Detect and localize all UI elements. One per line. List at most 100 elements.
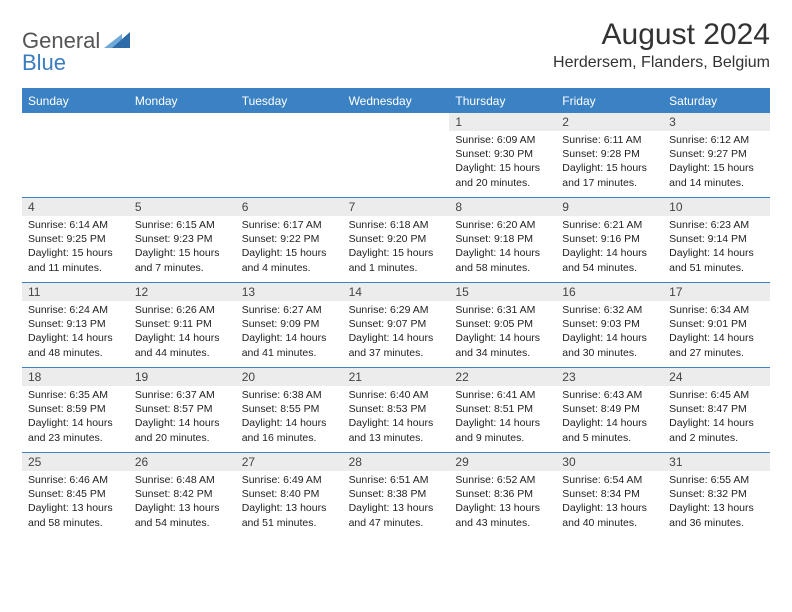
day-info: Sunrise: 6:55 AMSunset: 8:32 PMDaylight:… bbox=[663, 473, 770, 530]
day-number: 22 bbox=[449, 368, 556, 386]
weekday-header: Saturday bbox=[663, 90, 770, 112]
day-info: Sunrise: 6:18 AMSunset: 9:20 PMDaylight:… bbox=[343, 218, 450, 275]
day-number: 3 bbox=[663, 113, 770, 131]
day-cell: 18 Sunrise: 6:35 AMSunset: 8:59 PMDayligh… bbox=[22, 368, 129, 452]
day-info: Sunrise: 6:40 AMSunset: 8:53 PMDaylight:… bbox=[343, 388, 450, 445]
day-cell: 30 Sunrise: 6:54 AMSunset: 8:34 PMDayligh… bbox=[556, 453, 663, 537]
day-cell: 8 Sunrise: 6:20 AMSunset: 9:18 PMDaylight… bbox=[449, 198, 556, 282]
day-number: 27 bbox=[236, 453, 343, 471]
day-cell: 23 Sunrise: 6:43 AMSunset: 8:49 PMDayligh… bbox=[556, 368, 663, 452]
day-number: 26 bbox=[129, 453, 236, 471]
day-info: Sunrise: 6:15 AMSunset: 9:23 PMDaylight:… bbox=[129, 218, 236, 275]
day-number: 20 bbox=[236, 368, 343, 386]
logo: General Blue bbox=[22, 18, 132, 74]
day-number: 18 bbox=[22, 368, 129, 386]
weekday-header-row: SundayMondayTuesdayWednesdayThursdayFrid… bbox=[22, 90, 770, 112]
day-cell: 5 Sunrise: 6:15 AMSunset: 9:23 PMDaylight… bbox=[129, 198, 236, 282]
day-info: Sunrise: 6:41 AMSunset: 8:51 PMDaylight:… bbox=[449, 388, 556, 445]
weeks-container: ....1Sunrise: 6:09 AMSunset: 9:30 PMDayl… bbox=[22, 112, 770, 537]
day-info: Sunrise: 6:12 AMSunset: 9:27 PMDaylight:… bbox=[663, 133, 770, 190]
day-info: Sunrise: 6:48 AMSunset: 8:42 PMDaylight:… bbox=[129, 473, 236, 530]
day-number: 16 bbox=[556, 283, 663, 301]
day-info: Sunrise: 6:34 AMSunset: 9:01 PMDaylight:… bbox=[663, 303, 770, 360]
weekday-header: Monday bbox=[129, 90, 236, 112]
day-info: Sunrise: 6:20 AMSunset: 9:18 PMDaylight:… bbox=[449, 218, 556, 275]
day-cell: 17 Sunrise: 6:34 AMSunset: 9:01 PMDayligh… bbox=[663, 283, 770, 367]
day-info: Sunrise: 6:38 AMSunset: 8:55 PMDaylight:… bbox=[236, 388, 343, 445]
day-info: Sunrise: 6:27 AMSunset: 9:09 PMDaylight:… bbox=[236, 303, 343, 360]
day-number: 9 bbox=[556, 198, 663, 216]
day-cell: 6 Sunrise: 6:17 AMSunset: 9:22 PMDaylight… bbox=[236, 198, 343, 282]
day-info: Sunrise: 6:23 AMSunset: 9:14 PMDaylight:… bbox=[663, 218, 770, 275]
day-info: Sunrise: 6:21 AMSunset: 9:16 PMDaylight:… bbox=[556, 218, 663, 275]
day-number: 5 bbox=[129, 198, 236, 216]
day-info: Sunrise: 6:43 AMSunset: 8:49 PMDaylight:… bbox=[556, 388, 663, 445]
week-row: 18 Sunrise: 6:35 AMSunset: 8:59 PMDayligh… bbox=[22, 367, 770, 452]
day-number: 17 bbox=[663, 283, 770, 301]
day-info: Sunrise: 6:54 AMSunset: 8:34 PMDaylight:… bbox=[556, 473, 663, 530]
day-number: 11 bbox=[22, 283, 129, 301]
weekday-header: Friday bbox=[556, 90, 663, 112]
day-cell: 19Sunrise: 6:37 AMSunset: 8:57 PMDayligh… bbox=[129, 368, 236, 452]
location: Herdersem, Flanders, Belgium bbox=[553, 54, 770, 72]
day-cell: 26 Sunrise: 6:48 AMSunset: 8:42 PMDayligh… bbox=[129, 453, 236, 537]
weekday-header: Sunday bbox=[22, 90, 129, 112]
day-number: 15 bbox=[449, 283, 556, 301]
day-cell: 24 Sunrise: 6:45 AMSunset: 8:47 PMDayligh… bbox=[663, 368, 770, 452]
day-cell: 7 Sunrise: 6:18 AMSunset: 9:20 PMDaylight… bbox=[343, 198, 450, 282]
day-cell: 9 Sunrise: 6:21 AMSunset: 9:16 PMDaylight… bbox=[556, 198, 663, 282]
day-info: Sunrise: 6:11 AMSunset: 9:28 PMDaylight:… bbox=[556, 133, 663, 190]
day-number: 10 bbox=[663, 198, 770, 216]
day-cell: 15 Sunrise: 6:31 AMSunset: 9:05 PMDayligh… bbox=[449, 283, 556, 367]
day-cell: . bbox=[22, 113, 129, 197]
day-number: 6 bbox=[236, 198, 343, 216]
day-number: 30 bbox=[556, 453, 663, 471]
day-number: 12 bbox=[129, 283, 236, 301]
day-info: Sunrise: 6:45 AMSunset: 8:47 PMDaylight:… bbox=[663, 388, 770, 445]
day-cell: 28Sunrise: 6:51 AMSunset: 8:38 PMDayligh… bbox=[343, 453, 450, 537]
calendar: SundayMondayTuesdayWednesdayThursdayFrid… bbox=[22, 88, 770, 537]
day-info: Sunrise: 6:31 AMSunset: 9:05 PMDaylight:… bbox=[449, 303, 556, 360]
day-cell: 29Sunrise: 6:52 AMSunset: 8:36 PMDayligh… bbox=[449, 453, 556, 537]
day-info: Sunrise: 6:26 AMSunset: 9:11 PMDaylight:… bbox=[129, 303, 236, 360]
weekday-header: Wednesday bbox=[343, 90, 450, 112]
day-number: 19 bbox=[129, 368, 236, 386]
day-number: 29 bbox=[449, 453, 556, 471]
week-row: 4 Sunrise: 6:14 AMSunset: 9:25 PMDaylight… bbox=[22, 197, 770, 282]
day-info: Sunrise: 6:32 AMSunset: 9:03 PMDaylight:… bbox=[556, 303, 663, 360]
day-number: 23 bbox=[556, 368, 663, 386]
day-number: 1 bbox=[449, 113, 556, 131]
day-number: 7 bbox=[343, 198, 450, 216]
weekday-header: Thursday bbox=[449, 90, 556, 112]
day-number: 13 bbox=[236, 283, 343, 301]
day-number: 31 bbox=[663, 453, 770, 471]
day-cell: 2 Sunrise: 6:11 AMSunset: 9:28 PMDaylight… bbox=[556, 113, 663, 197]
day-info: Sunrise: 6:17 AMSunset: 9:22 PMDaylight:… bbox=[236, 218, 343, 275]
day-cell: 1Sunrise: 6:09 AMSunset: 9:30 PMDaylight… bbox=[449, 113, 556, 197]
day-cell: . bbox=[129, 113, 236, 197]
day-number: 25 bbox=[22, 453, 129, 471]
day-cell: 31 Sunrise: 6:55 AMSunset: 8:32 PMDayligh… bbox=[663, 453, 770, 537]
day-cell: . bbox=[343, 113, 450, 197]
day-number: 2 bbox=[556, 113, 663, 131]
day-cell: . bbox=[236, 113, 343, 197]
day-info: Sunrise: 6:46 AMSunset: 8:45 PMDaylight:… bbox=[22, 473, 129, 530]
day-info: Sunrise: 6:49 AMSunset: 8:40 PMDaylight:… bbox=[236, 473, 343, 530]
day-number: 8 bbox=[449, 198, 556, 216]
day-cell: 20 Sunrise: 6:38 AMSunset: 8:55 PMDayligh… bbox=[236, 368, 343, 452]
header: General Blue August 2024 Herdersem, Flan… bbox=[22, 18, 770, 74]
day-number: 4 bbox=[22, 198, 129, 216]
logo-line2: Blue bbox=[22, 50, 66, 75]
week-row: ....1Sunrise: 6:09 AMSunset: 9:30 PMDayl… bbox=[22, 112, 770, 197]
day-number: 21 bbox=[343, 368, 450, 386]
week-row: 25 Sunrise: 6:46 AMSunset: 8:45 PMDayligh… bbox=[22, 452, 770, 537]
day-cell: 3 Sunrise: 6:12 AMSunset: 9:27 PMDaylight… bbox=[663, 113, 770, 197]
day-info: Sunrise: 6:35 AMSunset: 8:59 PMDaylight:… bbox=[22, 388, 129, 445]
title-block: August 2024 Herdersem, Flanders, Belgium bbox=[553, 18, 770, 72]
day-cell: 11Sunrise: 6:24 AMSunset: 9:13 PMDayligh… bbox=[22, 283, 129, 367]
day-number: 24 bbox=[663, 368, 770, 386]
day-cell: 13 Sunrise: 6:27 AMSunset: 9:09 PMDayligh… bbox=[236, 283, 343, 367]
day-cell: 12 Sunrise: 6:26 AMSunset: 9:11 PMDayligh… bbox=[129, 283, 236, 367]
day-info: Sunrise: 6:14 AMSunset: 9:25 PMDaylight:… bbox=[22, 218, 129, 275]
day-cell: 25 Sunrise: 6:46 AMSunset: 8:45 PMDayligh… bbox=[22, 453, 129, 537]
